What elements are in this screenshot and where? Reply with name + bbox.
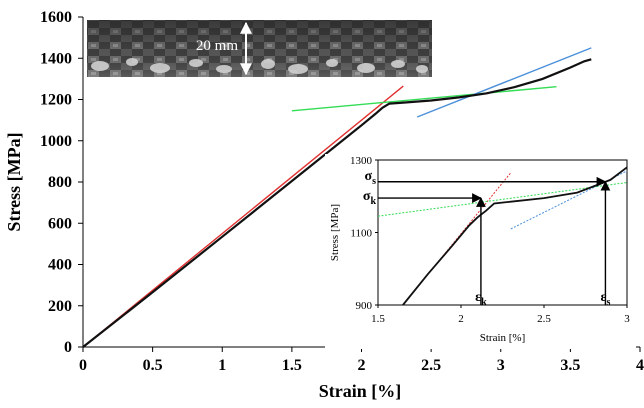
y-tick-label: 1600 [40,9,72,26]
marker-symbol: σ [364,169,372,184]
inset-y-tick-label: 1100 [350,228,372,240]
inset-x-tick-label: 3 [624,313,630,325]
marker-label: σs [364,169,376,187]
x-tick-label: 2.5 [421,357,441,374]
inset-series-line [402,166,628,306]
scale-bar-label: 20 mm [196,38,238,54]
inset-y-axis-title: Stress [MPa] [329,204,341,261]
marker-subscript: k [481,297,487,308]
inset-y-tick-label: 900 [356,300,373,312]
x-tick-label: 1 [218,357,226,374]
series-line [82,85,404,348]
marker-symbol: σ [363,189,371,204]
inset-x-tick-label: 2.5 [537,313,551,325]
marker-label: εs [600,290,610,308]
main-plot: 0 0.5 1 1.5 2 2.5 3 3.5 4 0 200 400 600 800 1000 1200 14… [4,9,644,401]
inset-series-line [510,170,628,230]
y-tick-label: 1400 [40,50,72,67]
y-tick-label: 200 [48,298,72,315]
inset-x-axis-title: Strain [%] [480,332,526,344]
marker-symbol: ε [600,290,606,305]
inset-x-tick-label: 1.5 [371,313,385,325]
series-line [416,47,592,118]
y-tick-label: 400 [48,257,72,274]
y-tick-label: 0 [64,339,72,356]
marker-subscript: s [372,176,376,187]
x-tick-label: 0 [79,357,87,374]
inset-y-tick-label: 1300 [350,155,373,167]
marker-label: σk [363,189,377,207]
x-tick-label: 0.5 [143,357,163,374]
y-axis-title: Stress [MPa] [4,132,24,231]
marker-subscript: s [606,297,610,308]
x-tick-label: 3 [497,357,505,374]
series-line [82,58,592,348]
marker-subscript: k [370,196,376,207]
y-tick-label: 1200 [40,92,72,109]
series-line [291,86,557,112]
x-tick-label: 3.5 [560,357,580,374]
marker-symbol: ε [475,290,481,305]
y-tick-label: 600 [48,215,72,232]
y-tick-label: 800 [48,174,72,191]
inset-x-tick-label: 2 [458,313,464,325]
specimen-photo: 20 mm [87,20,432,77]
x-tick-label: 1.5 [282,357,302,374]
x-tick-label: 4 [636,357,644,374]
inset-plot: 1.5 2 2.5 3 900 1100 1300 Strain [%] Stress [MPa… [325,154,636,349]
x-axis-title: Strain [%] [319,381,402,401]
inset-series-group [377,166,628,306]
y-tick-label: 1000 [40,133,72,150]
x-tick-label: 2 [358,357,366,374]
marker-label: εk [475,290,487,308]
